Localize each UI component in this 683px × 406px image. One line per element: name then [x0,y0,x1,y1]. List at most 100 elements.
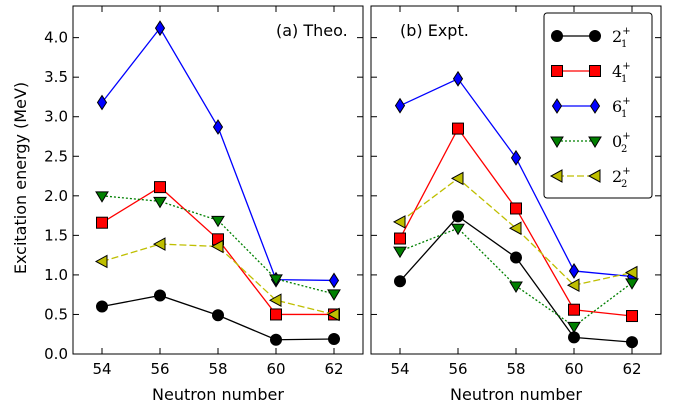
data-point [96,300,108,313]
x-axis-label: Neutron number [152,385,284,404]
legend-label: 2+ 2 [612,166,631,190]
data-point [212,119,224,135]
panel-1: 54 56 58 60 62 0.0 0.5 1.0 1.5 2.0 2.5 3.0 3.5 4.0 Neu… [44,5,364,404]
data-point [568,263,580,279]
legend-entry: 4+ 1 [551,61,631,85]
data-point [509,281,523,293]
series-s21 [96,289,340,346]
x-tick-label: 54 [390,360,409,378]
legend-label: 0+ 2 [612,131,631,155]
y-tick-label: 1.5 [44,226,68,244]
data-point [154,181,166,194]
data-point [452,122,464,135]
y-tick-label: 1.0 [44,266,68,284]
data-point [568,331,580,344]
legend-label: 2+ 1 [612,26,631,50]
legend: 2+ 1 4+ 1 6+ 1 0+ 2 2+ 2 [543,12,653,199]
y-tick-label: 3.0 [44,108,68,126]
data-point [625,278,639,290]
y-tick-label: 0.5 [44,305,68,323]
data-point [326,307,340,322]
x-tick-label: 58 [506,360,525,378]
y-tick-label: 0.0 [44,345,68,363]
legend-marker [589,98,601,114]
data-point [327,289,341,301]
data-point [96,216,108,229]
data-point [154,20,166,37]
legend-marker [587,169,601,183]
legend-entry: 2+ 2 [549,166,631,190]
legend-marker [551,30,563,42]
data-point [510,202,522,215]
x-axis-label: Neutron number [450,385,582,404]
data-point [154,289,166,302]
series-s22 [94,237,340,322]
legend-marker [550,136,564,148]
data-point [624,265,638,280]
x-tick-label: 60 [564,360,583,378]
x-tick-label: 62 [622,360,641,378]
data-point [394,232,406,245]
data-point [268,293,282,308]
y-tick-label: 3.5 [44,68,68,86]
data-point [153,196,167,209]
data-point [270,308,282,321]
series-s22 [392,171,638,293]
x-tick-label: 54 [92,360,111,378]
series-s41 [394,122,638,323]
y-tick-label: 2.5 [44,147,68,165]
x-tick-label: 62 [324,360,343,378]
legend-marker [589,65,601,77]
panel-title: (a) Theo. [276,21,348,40]
series-line [101,195,335,295]
data-point [451,223,465,236]
data-point [270,333,282,346]
legend-entry: 2+ 1 [551,26,631,50]
data-point [626,310,638,323]
data-point [212,309,224,322]
data-point [510,149,522,166]
data-point [328,272,340,289]
series-line [101,243,335,316]
data-point [96,94,108,111]
legend-entry: 0+ 2 [550,131,631,155]
legend-marker [549,169,563,183]
data-point [210,239,224,254]
legend-label: 4+ 1 [612,61,631,85]
data-point [394,97,406,114]
data-point [567,321,581,334]
series-s02 [393,223,639,334]
x-tick-label: 58 [208,360,227,378]
data-point [452,210,464,223]
series-s02 [95,191,341,301]
data-point [328,332,340,345]
panel-2: 54 56 58 60 62 Neutron number (b) Expt. 2+ 1 4+ 1 6… [370,5,662,404]
data-point [568,303,580,316]
y-tick-label: 2.0 [44,187,68,205]
data-point [510,251,522,264]
x-tick-label: 60 [266,360,285,378]
legend-marker [588,136,602,148]
y-tick-label: 4.0 [44,29,68,47]
y-axis-label: Excitation energy (MeV) [11,82,30,274]
data-point [393,246,407,259]
x-tick-label: 56 [448,360,467,378]
data-point [94,254,108,269]
legend-marker [551,65,563,77]
data-point [566,278,580,293]
legend-marker [551,98,563,114]
data-point [269,274,283,286]
data-point [211,215,225,228]
legend-marker [589,30,601,42]
legend-entry: 6+ 1 [551,96,631,120]
series-line [399,177,633,286]
plot-frame [72,5,364,355]
data-point [508,221,522,236]
series-s41 [96,181,340,321]
x-tick-label: 56 [150,360,169,378]
panel-title: (b) Expt. [400,21,469,40]
data-point [394,275,406,288]
data-point [152,237,166,251]
data-point [95,191,109,203]
